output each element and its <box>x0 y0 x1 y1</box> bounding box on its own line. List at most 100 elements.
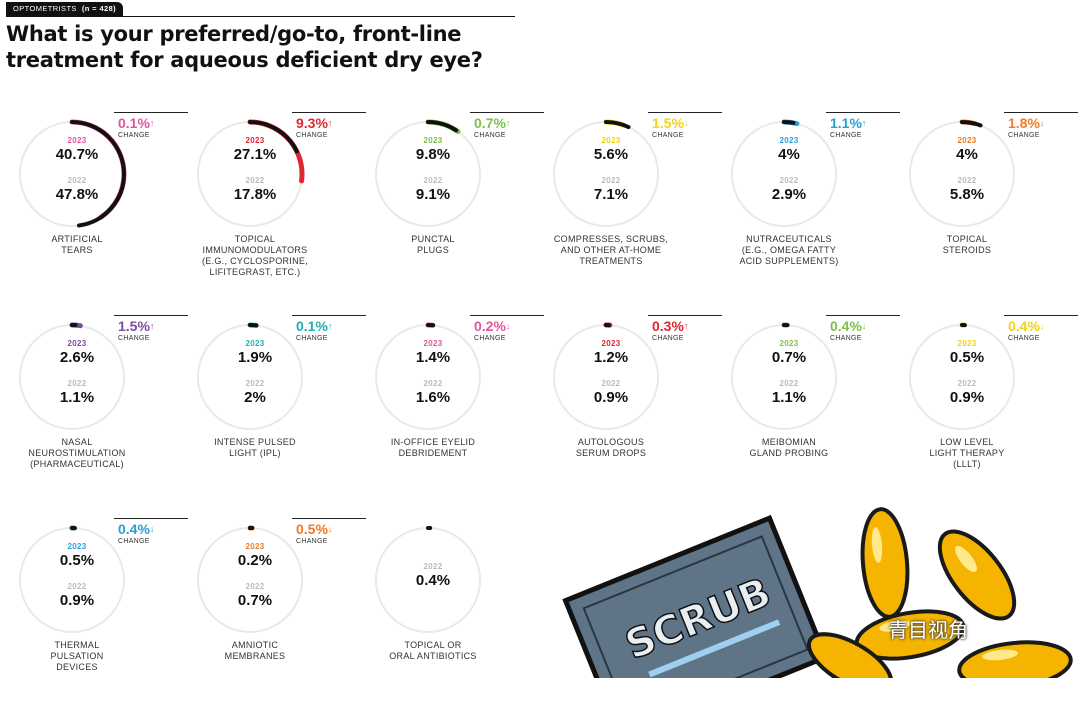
title-line-2: treatment for aqueous deficient dry eye? <box>6 48 483 72</box>
year-2023-label: 2023 <box>601 136 621 145</box>
change-indicator: 0.2%↓ CHANGE <box>470 315 544 342</box>
arc-2022 <box>552 323 660 431</box>
year-2022-label: 2022 <box>601 176 621 185</box>
change-caption: CHANGE <box>474 132 506 139</box>
year-2023-label: 2023 <box>67 136 87 145</box>
change-value: 1.1%↑ <box>830 115 867 131</box>
arc-2022 <box>374 526 482 634</box>
value-2023: 0.5% <box>59 552 95 569</box>
year-2022-label: 2022 <box>245 582 265 591</box>
donut-ring <box>373 322 483 432</box>
change-caption: CHANGE <box>830 335 862 342</box>
change-caption: CHANGE <box>1008 132 1040 139</box>
arc-2022 <box>18 323 126 431</box>
year-2023-label: 2023 <box>779 339 799 348</box>
value-2023: 5.6% <box>593 146 629 163</box>
category-label: TOPICAL OR ORAL ANTIBIOTICS <box>389 640 477 661</box>
year-2023-label: 2023 <box>245 339 265 348</box>
title-line-1: What is your preferred/go-to, front-line <box>6 22 462 46</box>
change-value: 0.4%↓ <box>1008 318 1045 334</box>
donut-card: 2023 5.6% 2022 7.1% 1.5%↓ CHANGE COMPRESSES, S… <box>544 112 722 312</box>
year-2022-label: 2022 <box>423 176 443 185</box>
donut-ring <box>729 322 839 432</box>
year-2022-label: 2022 <box>779 176 799 185</box>
arrow-up-icon: ↑ <box>861 118 867 128</box>
year-2022-label: 2022 <box>67 379 87 388</box>
category-label: AUTOLOGOUS SERUM DROPS <box>575 437 647 458</box>
year-2023-label: 2023 <box>245 542 265 551</box>
change-caption: CHANGE <box>1008 335 1040 342</box>
change-caption: CHANGE <box>118 335 150 342</box>
change-caption: CHANGE <box>118 132 150 139</box>
value-2023: 0.5% <box>949 349 985 366</box>
arrow-down-icon: ↓ <box>327 524 333 534</box>
change-caption: CHANGE <box>118 538 150 545</box>
year-2023-label: 2023 <box>601 339 621 348</box>
year-2023-label: 2023 <box>423 339 443 348</box>
category-label: NUTRACEUTICALS (E.G., OMEGA FATTY ACID S… <box>739 234 839 266</box>
donut-card: 2023 0.7% 2022 1.1% 0.4%↓ CHANGE MEIBOMIAN GLA… <box>722 315 900 515</box>
change-value: 0.1%↑ <box>296 318 333 334</box>
donut-card: 2023 1.4% 2022 1.6% 0.2%↓ CHANGE IN-OFFICE EYE… <box>366 315 544 515</box>
scrub-packet-graphic: SCRUB <box>562 514 829 678</box>
change-indicator: 1.5%↑ CHANGE <box>114 315 188 342</box>
year-2022-label: 2022 <box>423 562 443 571</box>
change-value: 1.5%↑ <box>118 318 155 334</box>
change-value: 0.2%↓ <box>474 318 511 334</box>
change-indicator: 0.1%↑ CHANGE <box>114 112 188 139</box>
year-2022-label: 2022 <box>957 379 977 388</box>
value-2023: 40.7% <box>55 146 99 163</box>
value-2022: 1.1% <box>771 389 807 406</box>
respondent-group: OPTOMETRISTS <box>13 4 77 13</box>
category-label: THERMAL PULSATION DEVICES <box>50 640 104 672</box>
value-2022: 17.8% <box>233 186 277 203</box>
arc-2022 <box>552 120 660 228</box>
donut-card: 2022 0.4% TOPICAL OR ORAL ANTIBIOTICS <box>366 518 544 718</box>
donut-ring <box>551 322 661 432</box>
value-2023: 1.4% <box>415 349 451 366</box>
year-2023-label: 2023 <box>67 339 87 348</box>
value-2022: 2% <box>244 389 266 406</box>
arrow-up-icon: ↑ <box>505 118 511 128</box>
donut-card: 2023 1.2% 2022 0.9% 0.3%↑ CHANGE AUTOLOGOUS SE… <box>544 315 722 515</box>
arrow-up-icon: ↑ <box>149 321 155 331</box>
change-caption: CHANGE <box>830 132 862 139</box>
donut-ring <box>729 119 839 229</box>
value-2022: 0.9% <box>949 389 985 406</box>
category-label: ARTIFICIAL TEARS <box>51 234 103 255</box>
donut-ring <box>17 525 127 635</box>
donut-ring <box>551 119 661 229</box>
arrow-down-icon: ↓ <box>1039 321 1045 331</box>
change-indicator: 0.5%↓ CHANGE <box>292 518 366 545</box>
arrow-down-icon: ↓ <box>1039 118 1045 128</box>
category-label: MEIBOMIAN GLAND PROBING <box>749 437 829 458</box>
year-2023-label: 2023 <box>957 136 977 145</box>
donut-card: 2023 4% 2022 5.8% 1.8%↓ CHANGE TOPICAL STEROID… <box>900 112 1078 312</box>
donut-card: 2023 2.6% 2022 1.1% 1.5%↑ CHANGE NASAL NEUROST… <box>10 315 188 515</box>
arc-2022 <box>18 120 126 228</box>
change-indicator: 0.4%↓ CHANGE <box>1004 315 1078 342</box>
value-2022: 1.1% <box>59 389 95 406</box>
donut-card: 2023 4% 2022 2.9% 1.1%↑ CHANGE NUTRACEUTICALS … <box>722 112 900 312</box>
change-indicator: 0.7%↑ CHANGE <box>470 112 544 139</box>
category-label: NASAL NEUROSTIMULATION (PHARMACEUTICAL) <box>28 437 126 469</box>
donut-card: 2023 9.8% 2022 9.1% 0.7%↑ CHANGE PUNCTAL PLUGS <box>366 112 544 312</box>
change-indicator: 1.8%↓ CHANGE <box>1004 112 1078 139</box>
category-label: TOPICAL STEROIDS <box>942 234 992 255</box>
donut-ring <box>195 322 305 432</box>
value-2022: 9.1% <box>415 186 451 203</box>
arc-2022 <box>196 120 304 228</box>
value-2023: 2.6% <box>59 349 95 366</box>
value-2022: 0.7% <box>237 592 273 609</box>
change-caption: CHANGE <box>296 335 328 342</box>
respondent-tag: OPTOMETRISTS (n = 428) <box>6 2 124 16</box>
change-indicator: 0.1%↑ CHANGE <box>292 315 366 342</box>
arc-2022 <box>730 120 838 228</box>
donut-ring <box>907 322 1017 432</box>
arc-2022 <box>908 323 1016 431</box>
change-indicator: 1.5%↓ CHANGE <box>648 112 722 139</box>
change-value: 0.7%↑ <box>474 115 511 131</box>
donut-card: 2023 0.5% 2022 0.9% 0.4%↓ CHANGE LOW LEVEL LIG… <box>900 315 1078 515</box>
change-value: 0.3%↑ <box>652 318 689 334</box>
year-2022-label: 2022 <box>957 176 977 185</box>
